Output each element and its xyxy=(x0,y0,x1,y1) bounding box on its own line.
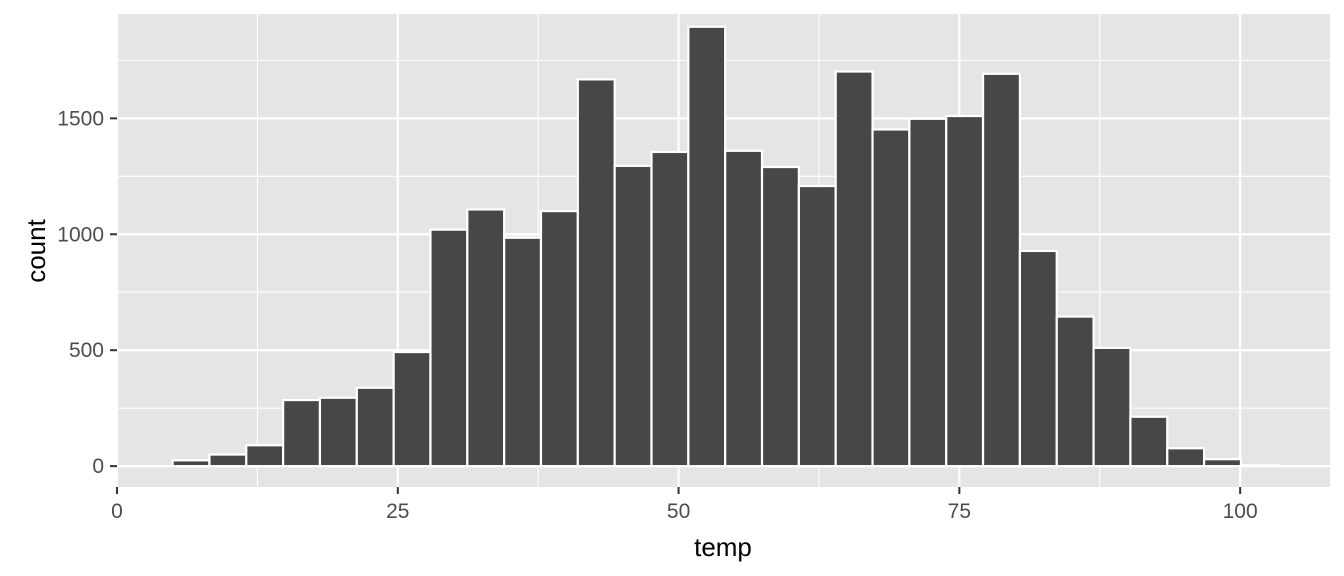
histogram-bar xyxy=(871,128,911,468)
y-tick-label: 0 xyxy=(92,455,104,478)
histogram-bar xyxy=(1202,458,1243,468)
histogram-bar xyxy=(355,386,395,468)
histogram-bar xyxy=(208,453,248,468)
x-tick-label: 100 xyxy=(1223,500,1258,523)
histogram-bar xyxy=(1129,415,1169,468)
histogram-bars xyxy=(171,25,1279,468)
histogram-bar xyxy=(392,350,432,468)
histogram-bar xyxy=(724,149,764,468)
x-tick-label: 75 xyxy=(948,500,971,523)
x-tick-label: 50 xyxy=(667,500,690,523)
histogram-bar xyxy=(760,165,800,468)
x-tick-label: 0 xyxy=(111,500,123,523)
histogram-bar xyxy=(429,228,469,468)
histogram-bar xyxy=(834,70,874,468)
histogram-bar xyxy=(539,209,579,468)
y-tick-label: 1500 xyxy=(57,107,104,130)
histogram-bar xyxy=(1166,447,1206,468)
histogram-bar xyxy=(245,444,285,468)
histogram-bar xyxy=(981,72,1021,468)
histogram-bar xyxy=(466,208,506,468)
histogram-bar xyxy=(576,78,616,468)
histogram-bar xyxy=(1055,315,1095,468)
y-tick-label: 1000 xyxy=(57,223,104,246)
y-tick-label: 500 xyxy=(69,339,104,362)
histogram-bar xyxy=(1018,249,1058,468)
histogram-bar xyxy=(945,114,985,468)
histogram-bar xyxy=(797,184,837,468)
histogram-bar xyxy=(1092,346,1132,468)
histogram-bar xyxy=(318,396,358,468)
y-axis: 0 500 1000 1500 xyxy=(57,107,117,478)
y-axis-title: count xyxy=(21,218,51,282)
x-axis-title: temp xyxy=(694,532,752,562)
histogram-bar xyxy=(687,25,727,468)
histogram-bar xyxy=(650,150,690,468)
x-tick-label: 25 xyxy=(386,500,409,523)
histogram-bar xyxy=(171,459,211,468)
x-axis: 0 25 50 75 100 xyxy=(111,487,1258,523)
histogram-bar xyxy=(908,117,948,468)
histogram-bar xyxy=(613,164,653,468)
histogram-bar xyxy=(282,398,322,468)
histogram-bar xyxy=(503,236,543,468)
histogram-bar xyxy=(1239,464,1279,468)
